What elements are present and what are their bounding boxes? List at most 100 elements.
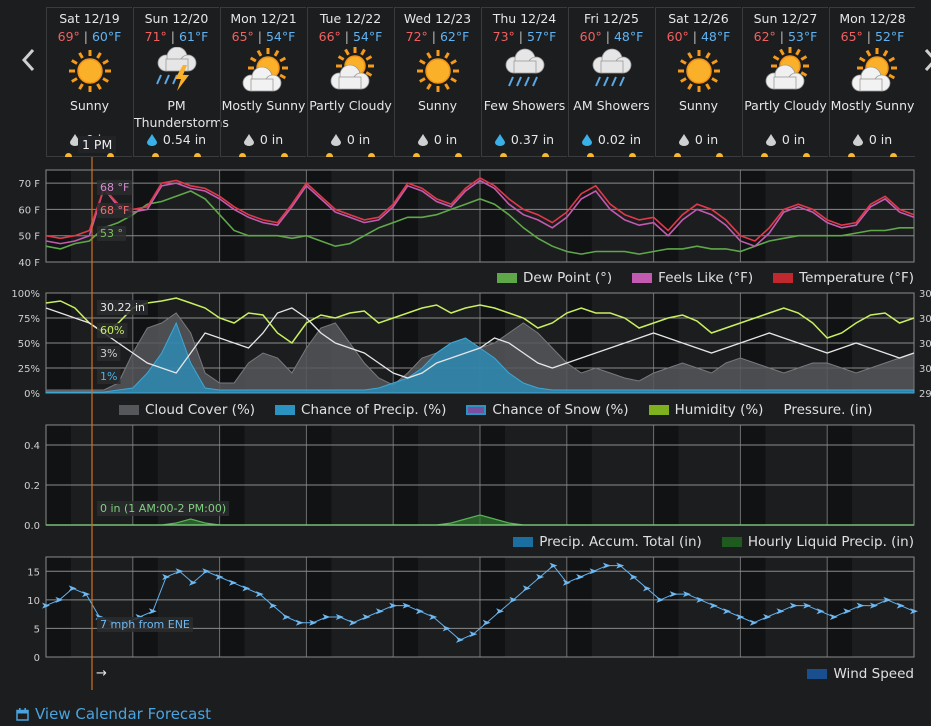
wind-direction-arrow — [869, 602, 878, 609]
hover-time-label: 1 PM — [78, 136, 117, 153]
series-line-2 — [45, 190, 914, 255]
night-band — [306, 425, 332, 525]
day-column[interactable]: Mon 12/28 65° | 52°F Mostly Sunny 0 in — [829, 7, 915, 157]
raindrop-icon — [581, 133, 592, 146]
day-high: 69° — [57, 29, 80, 44]
wind-direction-arrow — [255, 591, 264, 598]
wind-direction-arrow — [349, 619, 358, 626]
legend-hourly-precip[interactable]: Hourly Liquid Precip. (in) — [721, 534, 914, 550]
day-date: Tue 12/22 — [319, 11, 382, 26]
wind-direction-arrow — [188, 579, 197, 586]
prev-period-button[interactable] — [20, 46, 38, 74]
day-precip-amount: 0 in — [694, 132, 719, 147]
day-precip: 0 in — [308, 132, 393, 147]
legend-cloud-cover-label: Cloud Cover (%) — [145, 402, 256, 418]
day-temps: 66° | 54°F — [318, 29, 383, 44]
legend-temperature-item[interactable]: Temperature (°F) — [773, 270, 914, 286]
plot-frame — [45, 169, 915, 263]
legend-wind-speed[interactable]: Wind Speed — [807, 666, 914, 682]
day-column[interactable]: Fri 12/25 60° | 48°F AM Showers 0.02 in — [568, 7, 654, 157]
day-condition: Sunny — [47, 97, 132, 114]
legend-accum[interactable]: Precip. Accum. Total (in) — [513, 534, 702, 550]
wind-direction-arrow — [509, 596, 518, 603]
legend-clouds: Cloud Cover (%) Chance of Precip. (%) Ch… — [105, 402, 873, 418]
day-column[interactable]: Sat 12/26 60° | 48°F Sunny 0 in — [655, 7, 741, 157]
night-band — [393, 425, 419, 525]
wind-direction-arrow — [389, 602, 398, 609]
hover-wind: 7 mph from ENE — [100, 618, 190, 631]
day-temps: 60° | 48°F — [666, 29, 731, 44]
hover-cloud-bg — [97, 346, 121, 361]
sunset-icon — [716, 153, 723, 157]
raindrop-icon — [852, 133, 863, 146]
wind-direction-arrow — [215, 574, 224, 580]
day-band — [157, 170, 220, 262]
legend-precip-chance[interactable]: Chance of Precip. (%) — [275, 402, 446, 418]
day-column[interactable]: Mon 12/21 65° | 54°F Mostly Sunny 0 in — [220, 7, 306, 157]
legend-cloud-cover[interactable]: Cloud Cover (%) — [119, 402, 255, 418]
day-high: 65° — [840, 29, 863, 44]
legend-precip: Precip. Accum. Total (in) Hourly Liquid … — [499, 534, 914, 550]
day-column[interactable]: Thu 12/24 73° | 57°F Few Showers 0.37 in — [481, 7, 567, 157]
raindrop-icon — [330, 133, 341, 146]
wind-direction-arrow — [55, 596, 64, 603]
hover-precip-chance-bg — [97, 369, 121, 384]
legend-wind-speed-label: Wind Speed — [833, 666, 914, 682]
day-precip: 0 in — [656, 132, 741, 147]
wind-direction-arrow — [910, 608, 918, 615]
day-column[interactable]: Tue 12/22 66° | 54°F Partly Cloudy 0 in — [307, 7, 393, 157]
partly-cloudy-icon — [765, 47, 809, 90]
day-date: Fri 12/25 — [584, 11, 639, 26]
raindrop-icon — [417, 133, 428, 146]
wind-direction-arrow — [309, 619, 318, 626]
day-condition-line: AM Showers — [573, 98, 650, 113]
legend-dew-point[interactable]: Dew Point (°) — [497, 270, 612, 286]
day-band — [765, 557, 828, 657]
day-band — [244, 170, 307, 262]
legend-feels-like[interactable]: Feels Like (°F) — [632, 270, 753, 286]
day-column[interactable]: Sun 12/20 71° | 61°F PM Thunderstorms 0.5… — [133, 7, 229, 157]
night-band — [219, 170, 245, 262]
day-band — [71, 557, 133, 657]
day-high: 60° — [666, 29, 689, 44]
wind-direction-arrow — [843, 608, 852, 615]
sunrise-icon — [152, 153, 159, 157]
scroll-arrow[interactable]: → — [96, 666, 107, 681]
day-high: 65° — [231, 29, 254, 44]
sunrise-icon — [674, 153, 681, 157]
pressure-axis-tick: 30 — [919, 289, 931, 300]
wind-direction-arrow — [322, 614, 331, 620]
temperature-swatch — [773, 273, 794, 283]
day-condition: Few Showers — [482, 97, 567, 114]
day-low: 57°F — [526, 29, 557, 44]
night-band — [740, 170, 766, 262]
day-condition: Sunny — [395, 97, 480, 114]
wind-direction-arrow — [656, 596, 665, 603]
legend-pressure[interactable]: Pressure. (in) — [783, 402, 872, 418]
raindrop-icon — [69, 133, 80, 146]
day-condition-line: PM — [167, 98, 186, 113]
view-calendar-link[interactable]: View Calendar Forecast — [16, 705, 211, 723]
day-column[interactable]: Sun 12/27 62° | 53°F Partly Cloudy 0 in — [742, 7, 828, 157]
wind-direction-arrow — [202, 568, 211, 575]
view-calendar-label: View Calendar Forecast — [35, 705, 212, 723]
day-low: 54°F — [265, 29, 296, 44]
hover-pressure-bg — [97, 300, 149, 315]
legend-snow[interactable]: Chance of Snow (%) — [466, 402, 629, 418]
day-band — [852, 425, 915, 525]
wind-direction-arrow — [175, 568, 184, 575]
day-column[interactable]: Wed 12/23 72° | 62°F Sunny 0 in — [394, 7, 480, 157]
next-period-button[interactable] — [922, 46, 931, 74]
night-band — [827, 557, 853, 657]
sunset-icon — [803, 153, 810, 157]
sunset-icon — [194, 153, 201, 157]
day-condition-line: Sunny — [417, 98, 458, 113]
wind-direction-arrow — [536, 574, 545, 580]
hover-humidity-bg — [97, 323, 128, 338]
day-low: 48°F — [700, 29, 731, 44]
legend-humidity[interactable]: Humidity (%) — [648, 402, 763, 418]
day-band — [765, 425, 828, 525]
hover-feels-like-bg — [97, 180, 133, 195]
day-column[interactable]: Sat 12/19 69° | 60°F Sunny 0 in — [46, 7, 132, 157]
